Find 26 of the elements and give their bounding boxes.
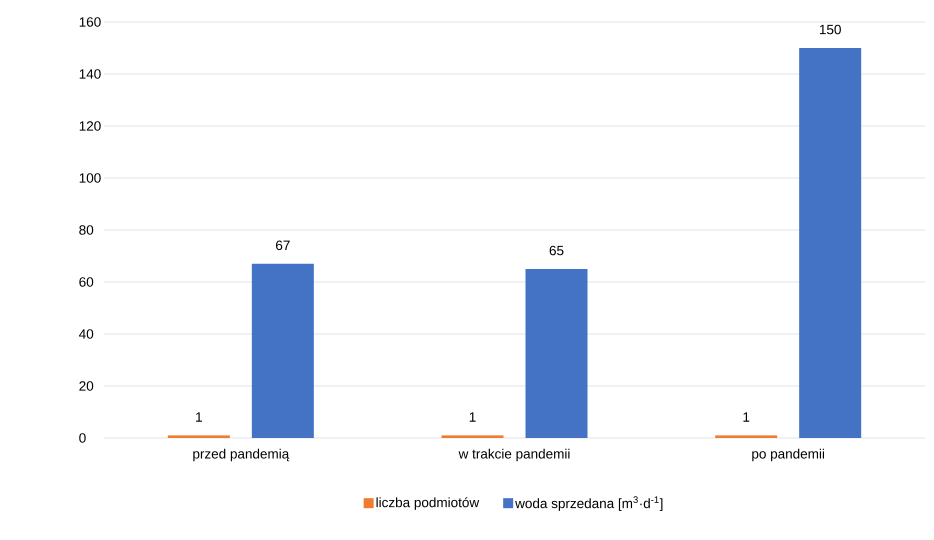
bar <box>799 48 862 438</box>
y-tick-label: 40 <box>79 329 94 339</box>
bar <box>442 435 504 438</box>
data-label: 1 <box>470 412 476 422</box>
bar <box>252 264 314 438</box>
x-tick-label: w trakcie pandemii <box>458 448 570 462</box>
data-label: 1 <box>196 412 202 422</box>
y-tick-label: 20 <box>79 381 94 391</box>
y-tick-label: 0 <box>79 433 86 443</box>
y-tick-label: 120 <box>80 121 101 131</box>
data-label: 65 <box>550 246 564 256</box>
y-tick-label: 80 <box>79 225 94 235</box>
data-label: 1 <box>743 412 750 422</box>
x-tick-label: przed pandemią <box>193 448 290 462</box>
y-tick-label: 60 <box>79 277 94 287</box>
bar <box>168 435 230 438</box>
x-tick-label: po pandemii <box>752 448 824 462</box>
bar <box>526 268 588 438</box>
legend-label: liczba podmiotów <box>376 497 480 510</box>
data-label: 150 <box>820 24 841 34</box>
y-tick-label: 140 <box>80 69 101 79</box>
legend-label: woda sprzedana [m$^{3}$·d$^{-1}$] <box>515 496 662 511</box>
y-tick-label: 160 <box>80 17 101 27</box>
data-label: 67 <box>276 240 290 250</box>
bar <box>715 435 778 438</box>
y-tick-label: 100 <box>80 173 101 183</box>
